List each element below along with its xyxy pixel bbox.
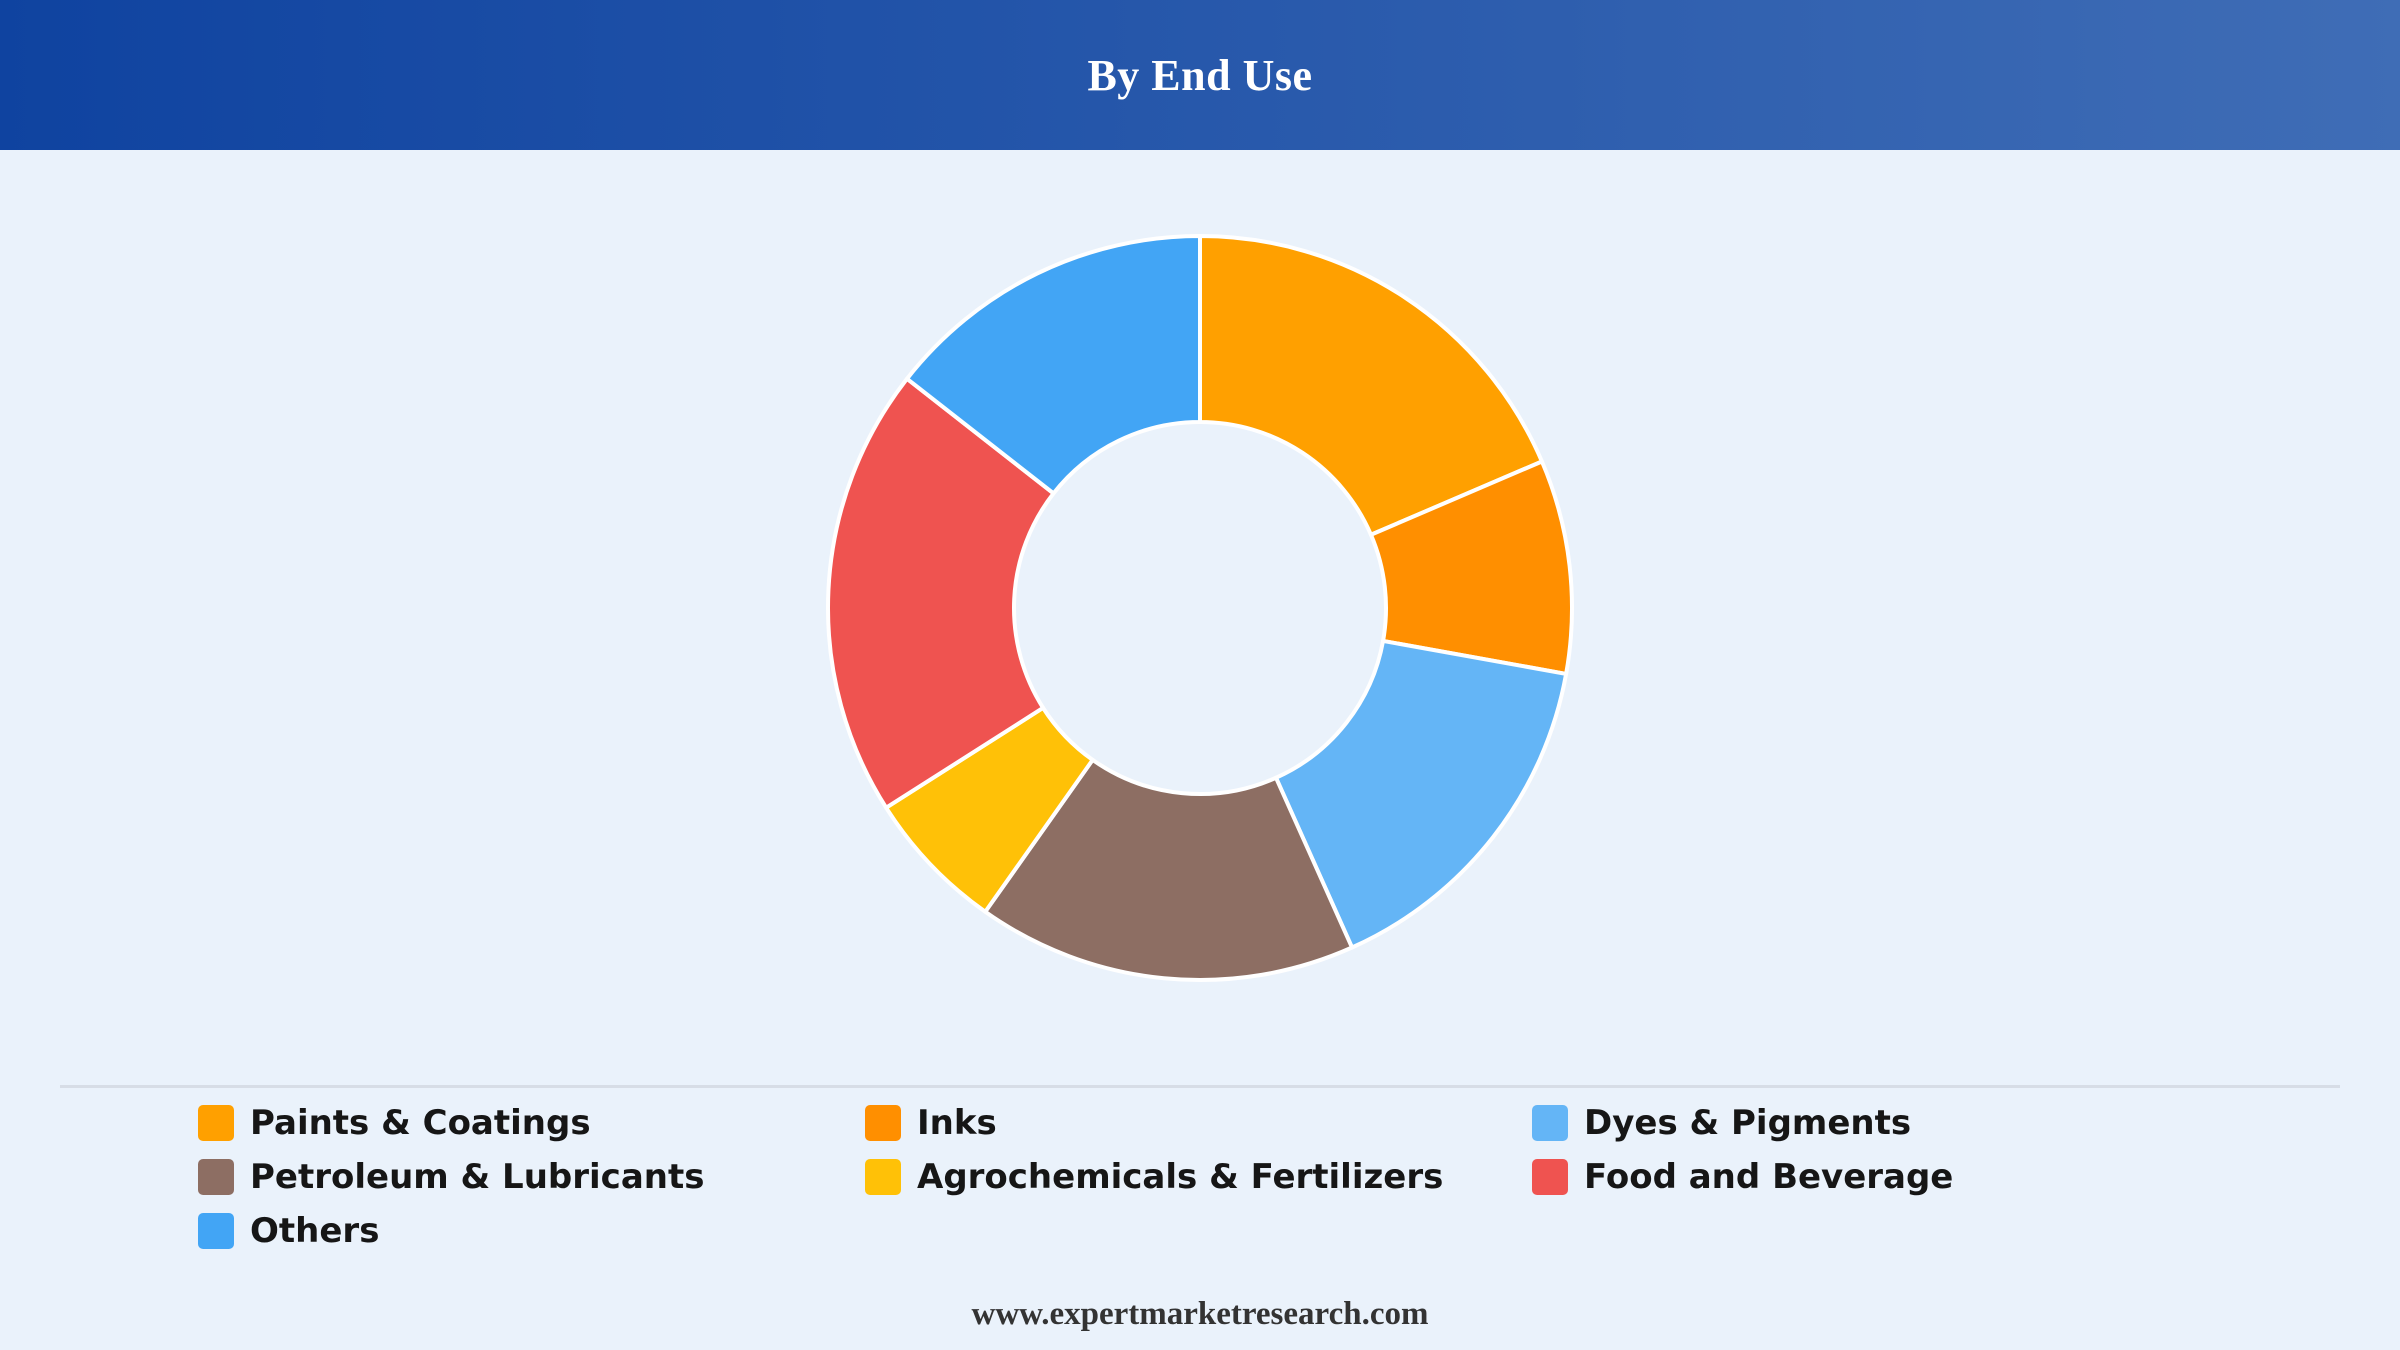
chart-title: By End Use <box>1087 50 1313 100</box>
legend-label-paints-coatings: Paints & Coatings <box>250 1103 591 1143</box>
legend-swatch-others <box>198 1213 234 1249</box>
legend-swatch-inks <box>865 1105 901 1141</box>
legend-swatch-paints-coatings <box>198 1105 234 1141</box>
slice-dyes-pigments <box>1274 638 1569 950</box>
chart-area <box>0 150 2400 1080</box>
legend-label-inks: Inks <box>917 1103 997 1143</box>
legend-label-petroleum-lubricants: Petroleum & Lubricants <box>250 1157 705 1197</box>
legend-item-petroleum-lubricants: Petroleum & Lubricants <box>198 1150 865 1204</box>
legend-swatch-dyes-pigments <box>1532 1105 1568 1141</box>
legend-label-dyes-pigments: Dyes & Pigments <box>1584 1103 1912 1143</box>
slice-others <box>905 234 1202 496</box>
legend-divider <box>60 1085 2340 1088</box>
legend-item-inks: Inks <box>865 1096 1532 1150</box>
legend-swatch-food-beverage <box>1532 1159 1568 1195</box>
slice-petroleum-lubricants <box>983 757 1355 982</box>
legend-item-agrochemicals-fertilizers: Agrochemicals & Fertilizers <box>865 1150 1532 1204</box>
legend-item-others: Others <box>198 1204 865 1258</box>
legend-swatch-petroleum-lubricants <box>198 1159 234 1195</box>
donut-chart <box>826 234 1574 982</box>
source-footer: www.expertmarketresearch.com <box>971 1296 1429 1332</box>
slice-food-and-beverage <box>826 376 1056 810</box>
chart-header: By End Use <box>0 0 2400 150</box>
legend-item-dyes-pigments: Dyes & Pigments <box>1532 1096 2198 1150</box>
legend-item-food-beverage: Food and Beverage <box>1532 1150 2198 1204</box>
slice-paints-coatings <box>1198 234 1544 537</box>
legend-label-agrochemicals-fertilizers: Agrochemicals & Fertilizers <box>917 1157 1444 1197</box>
legend-label-others: Others <box>250 1211 380 1251</box>
legend-item-paints-coatings: Paints & Coatings <box>198 1096 865 1150</box>
legend-label-food-beverage: Food and Beverage <box>1584 1157 1954 1197</box>
legend-swatch-agrochemicals-fertilizers <box>865 1159 901 1195</box>
legend: Paints & Coatings Inks Dyes & Pigments P… <box>198 1096 2198 1258</box>
